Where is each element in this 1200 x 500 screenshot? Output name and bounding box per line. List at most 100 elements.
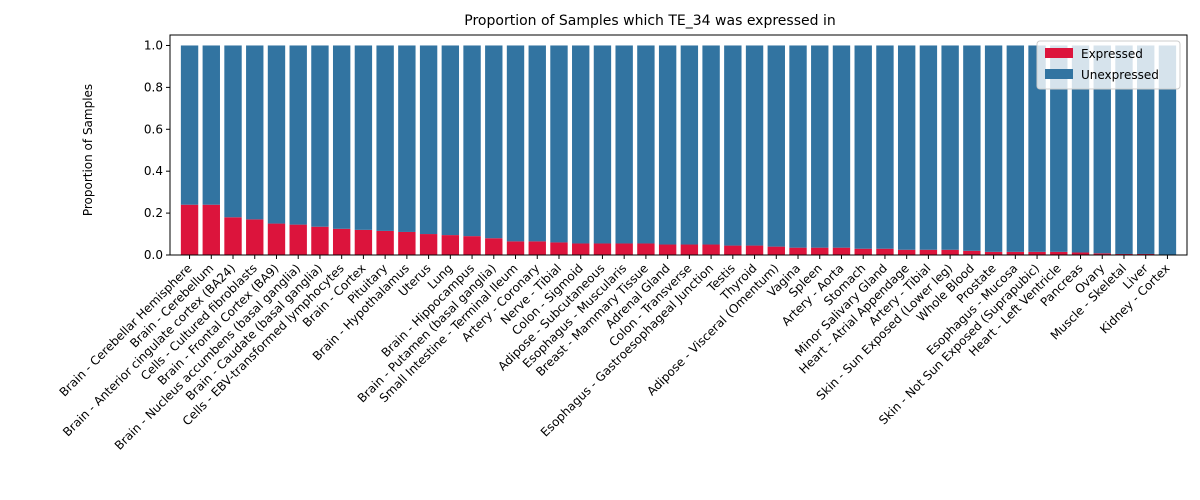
bar-expressed-4 bbox=[267, 223, 286, 255]
bar-expressed-16 bbox=[528, 241, 546, 255]
y-tick-label: 0.0 bbox=[144, 248, 163, 262]
bar-unexpressed-35 bbox=[941, 45, 959, 250]
bar-expressed-1 bbox=[202, 204, 220, 255]
bar-unexpressed-3 bbox=[246, 45, 264, 220]
bar-expressed-36 bbox=[963, 250, 981, 255]
bar-expressed-22 bbox=[658, 244, 677, 255]
bar-expressed-38 bbox=[1006, 251, 1025, 255]
bar-expressed-35 bbox=[941, 249, 959, 255]
bar-expressed-27 bbox=[767, 246, 785, 255]
y-tick-label: 0.2 bbox=[144, 206, 163, 220]
bar-unexpressed-16 bbox=[528, 45, 546, 242]
bar-expressed-10 bbox=[398, 231, 416, 255]
bar-expressed-24 bbox=[702, 244, 720, 255]
y-axis: 0.0 0.2 0.4 0.6 0.8 1.0 bbox=[144, 38, 170, 262]
bar-unexpressed-10 bbox=[398, 45, 416, 232]
bar-expressed-23 bbox=[680, 244, 699, 255]
bar-unexpressed-24 bbox=[702, 45, 720, 245]
bar-expressed-29 bbox=[811, 247, 829, 255]
y-tick-label: 0.6 bbox=[144, 122, 163, 136]
bar-unexpressed-21 bbox=[637, 45, 655, 244]
legend-swatch-unexpressed bbox=[1045, 69, 1073, 79]
bar-expressed-44 bbox=[1137, 253, 1155, 255]
bar-unexpressed-14 bbox=[485, 45, 503, 239]
bar-expressed-18 bbox=[572, 243, 590, 255]
bar-expressed-2 bbox=[224, 217, 242, 255]
bar-expressed-0 bbox=[180, 204, 199, 255]
bar-unexpressed-30 bbox=[832, 45, 851, 248]
y-tick-label: 0.8 bbox=[144, 80, 163, 94]
bar-expressed-3 bbox=[246, 219, 264, 255]
bar-expressed-28 bbox=[789, 247, 807, 255]
bar-expressed-32 bbox=[876, 248, 894, 255]
bar-unexpressed-29 bbox=[811, 45, 829, 248]
bar-unexpressed-41 bbox=[1071, 45, 1090, 253]
bar-unexpressed-23 bbox=[680, 45, 699, 245]
bar-unexpressed-7 bbox=[332, 45, 351, 229]
bar-unexpressed-33 bbox=[897, 45, 916, 250]
bar-expressed-20 bbox=[615, 243, 633, 255]
bar-unexpressed-1 bbox=[202, 45, 220, 205]
bar-unexpressed-5 bbox=[289, 45, 307, 225]
bar-unexpressed-19 bbox=[593, 45, 612, 244]
bar-unexpressed-9 bbox=[376, 45, 394, 231]
bar-unexpressed-6 bbox=[311, 45, 329, 227]
y-tick-label: 1.0 bbox=[144, 38, 163, 52]
legend-label-unexpressed: Unexpressed bbox=[1081, 68, 1159, 82]
bar-expressed-21 bbox=[637, 243, 655, 255]
bar-expressed-26 bbox=[745, 245, 764, 255]
bar-unexpressed-28 bbox=[789, 45, 807, 248]
legend: Expressed Unexpressed bbox=[1036, 40, 1181, 90]
bar-expressed-13 bbox=[463, 236, 481, 255]
bar-unexpressed-11 bbox=[419, 45, 438, 235]
bar-unexpressed-4 bbox=[267, 45, 286, 224]
bar-unexpressed-40 bbox=[1050, 45, 1068, 252]
legend-swatch-expressed bbox=[1045, 48, 1073, 58]
bar-unexpressed-8 bbox=[354, 45, 373, 230]
bar-expressed-7 bbox=[332, 228, 351, 255]
bar-unexpressed-34 bbox=[919, 45, 938, 250]
bar-unexpressed-20 bbox=[615, 45, 633, 244]
y-axis-label: Proportion of Samples bbox=[81, 84, 95, 216]
bar-expressed-19 bbox=[593, 243, 612, 255]
bar-expressed-17 bbox=[550, 242, 568, 255]
bar-unexpressed-37 bbox=[984, 45, 1003, 252]
bar-expressed-9 bbox=[376, 230, 394, 255]
bar-expressed-31 bbox=[854, 248, 872, 255]
bar-expressed-25 bbox=[724, 245, 742, 255]
bar-expressed-40 bbox=[1050, 251, 1068, 255]
bar-unexpressed-18 bbox=[572, 45, 590, 244]
bar-expressed-6 bbox=[311, 226, 329, 255]
bar-unexpressed-31 bbox=[854, 45, 872, 249]
bars-group bbox=[180, 45, 1177, 255]
bar-expressed-33 bbox=[897, 249, 916, 255]
bar-expressed-8 bbox=[354, 229, 373, 255]
plot-frame bbox=[169, 34, 1188, 256]
legend-label-expressed: Expressed bbox=[1081, 47, 1143, 61]
bar-expressed-15 bbox=[506, 241, 525, 255]
bar-unexpressed-39 bbox=[1028, 45, 1046, 252]
bar-unexpressed-17 bbox=[550, 45, 568, 243]
bar-expressed-30 bbox=[832, 247, 851, 255]
bar-unexpressed-27 bbox=[767, 45, 785, 247]
bar-unexpressed-42 bbox=[1093, 45, 1111, 254]
bar-expressed-12 bbox=[441, 235, 460, 255]
bar-unexpressed-26 bbox=[745, 45, 764, 246]
bar-unexpressed-45 bbox=[1158, 45, 1177, 255]
bar-unexpressed-25 bbox=[724, 45, 742, 246]
bar-unexpressed-13 bbox=[463, 45, 481, 237]
bar-unexpressed-22 bbox=[658, 45, 677, 245]
bar-expressed-11 bbox=[419, 234, 438, 255]
bar-expressed-42 bbox=[1093, 253, 1111, 255]
bar-unexpressed-44 bbox=[1137, 45, 1155, 254]
y-tick-label: 0.4 bbox=[144, 164, 163, 178]
bar-expressed-5 bbox=[289, 224, 307, 255]
bar-expressed-14 bbox=[485, 238, 503, 255]
bar-unexpressed-0 bbox=[180, 45, 199, 205]
bar-unexpressed-32 bbox=[876, 45, 894, 249]
bar-unexpressed-15 bbox=[506, 45, 525, 242]
bar-expressed-34 bbox=[919, 249, 938, 255]
bar-unexpressed-12 bbox=[441, 45, 460, 236]
